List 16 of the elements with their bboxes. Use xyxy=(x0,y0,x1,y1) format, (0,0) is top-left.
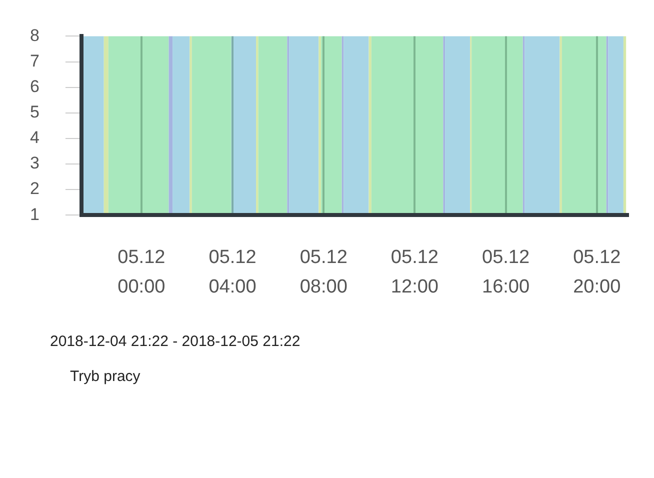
y-tick-label: 1 xyxy=(30,204,40,224)
x-tick-label: 05.12 00:00 xyxy=(118,247,166,298)
x-tick-label: 05.12 04:00 xyxy=(208,247,256,298)
y-tick-label: 2 xyxy=(30,179,40,198)
y-tick-label: 4 xyxy=(30,128,40,148)
text: 2018-12-04 21:22 - 2018-12-05 21:22 xyxy=(50,333,300,350)
x-tick-label: 05.12 08:00 xyxy=(300,247,348,298)
x-tick-label: 05.12 12:00 xyxy=(390,247,438,298)
y-tick-label: 8 xyxy=(30,26,40,45)
y-tick-label: 7 xyxy=(30,51,40,70)
x-tick-label: 05.12 16:00 xyxy=(482,247,530,298)
x-tick-label: 05.12 20:00 xyxy=(573,247,621,298)
text: Tryb pracy xyxy=(70,368,140,385)
y-tick-label: 5 xyxy=(30,102,40,122)
y-tick-label: 6 xyxy=(30,77,40,96)
y-tick-label: 3 xyxy=(30,154,40,173)
